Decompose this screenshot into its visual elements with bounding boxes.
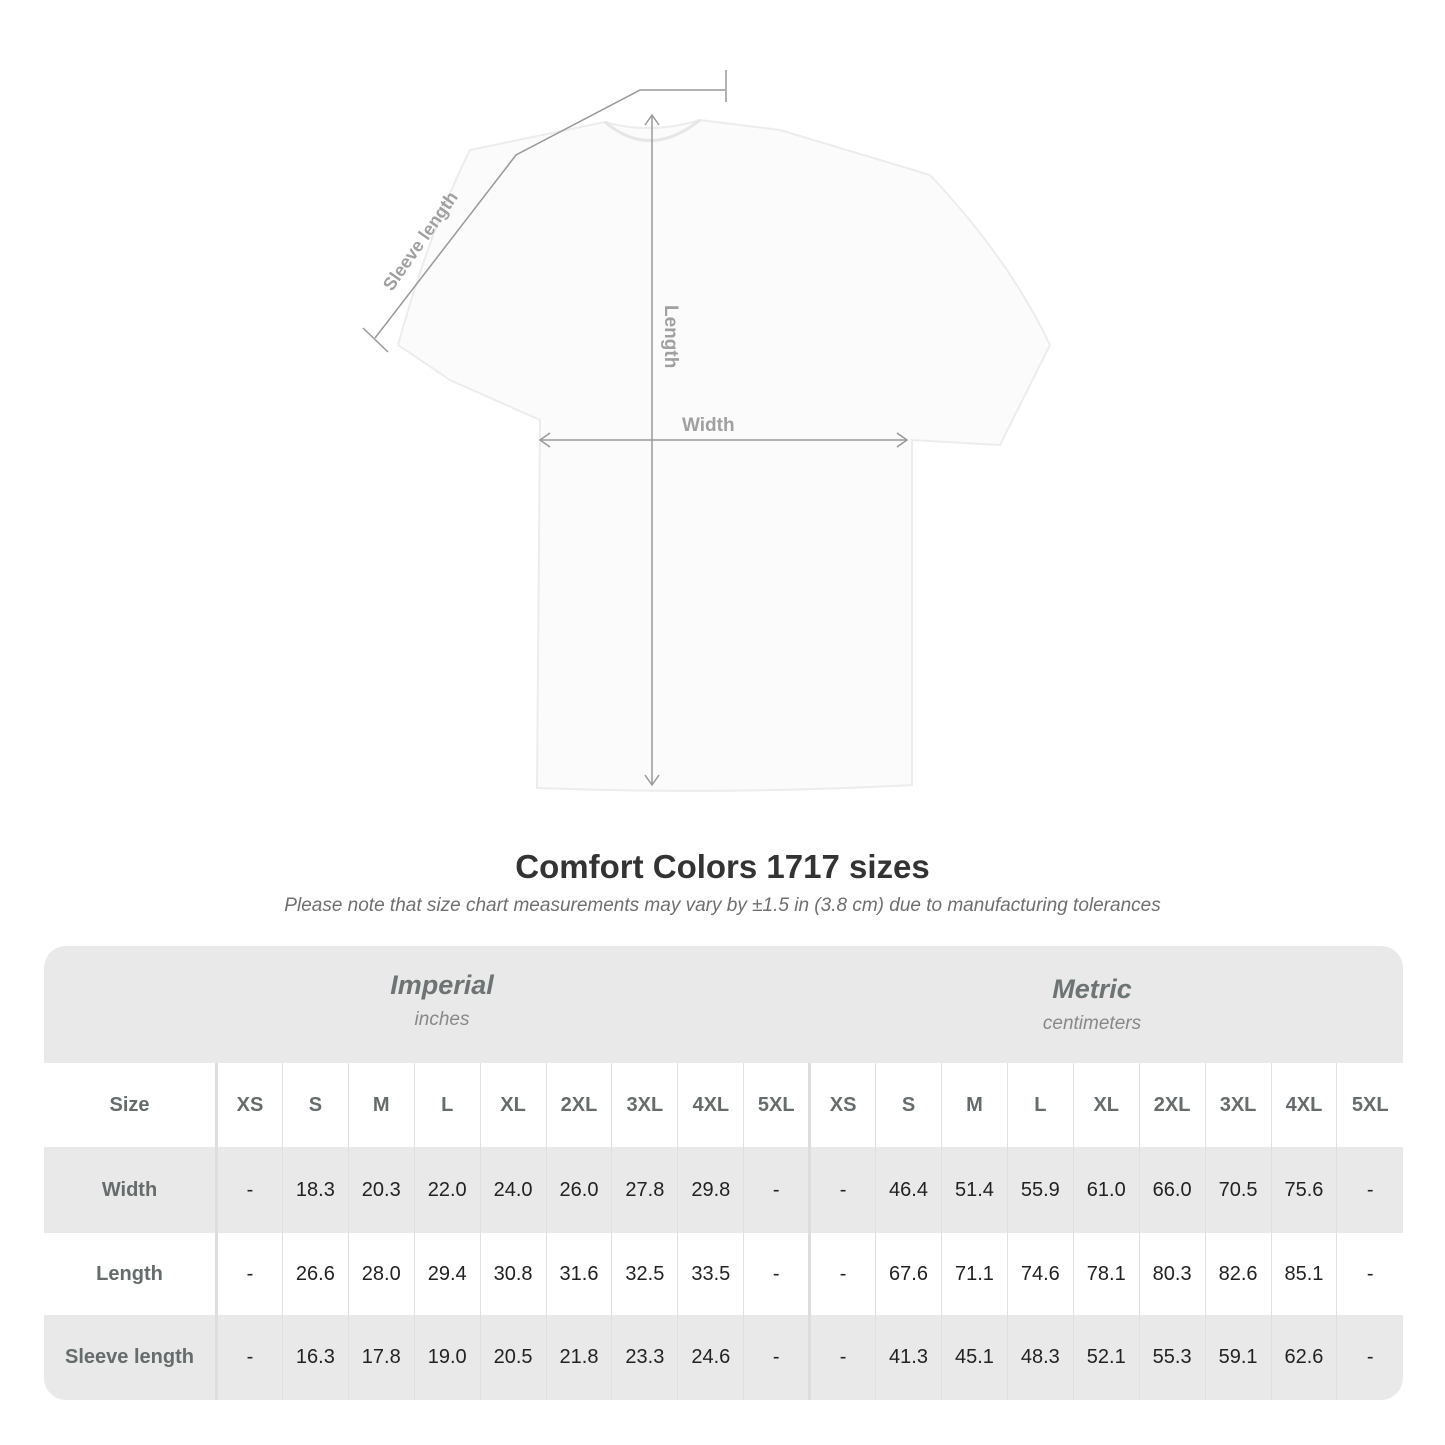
metric-value: - [1336,1233,1403,1315]
imperial-value: 33.5 [677,1233,744,1315]
imperial-header: Imperial inches [390,970,494,1030]
chart-title: Comfort Colors 1717 sizes [515,848,930,885]
metric-value: 62.6 [1270,1315,1337,1400]
row-label: Width [44,1147,218,1233]
imperial-value: 30.8 [479,1233,547,1315]
metric-value: 45.1 [940,1315,1008,1400]
imperial-value: - [743,1233,810,1315]
table-header-row: Size XS S M L XL 2XL 3XL 4XL 5XL XS S M L XL 2XL 3XL 4XL 5… [44,1063,1403,1147]
metric-value: 61.0 [1072,1147,1140,1233]
imperial-value: - [216,1233,283,1315]
size-header: XL [479,1063,547,1147]
metric-value: 66.0 [1138,1147,1206,1233]
size-header: 3XL [611,1063,678,1147]
imperial-value: - [743,1147,810,1233]
metric-value: - [808,1147,876,1233]
imperial-value: 21.8 [545,1315,612,1400]
metric-value: 55.9 [1006,1147,1074,1233]
imperial-value: - [216,1147,283,1233]
imperial-value: 32.5 [611,1233,678,1315]
metric-value: 71.1 [940,1233,1008,1315]
metric-value: 74.6 [1006,1233,1074,1315]
imperial-value: 26.0 [545,1147,612,1233]
imperial-value: 24.6 [677,1315,744,1400]
imperial-value: 31.6 [545,1233,612,1315]
size-header: S [281,1063,349,1147]
size-header: 4XL [1270,1063,1337,1147]
imperial-value: 27.8 [611,1147,678,1233]
metric-value: 46.4 [875,1147,942,1233]
imperial-value: 18.3 [281,1147,349,1233]
metric-value: 52.1 [1072,1315,1140,1400]
table-row: Sleeve length -16.3 17.8 19.0 20.5 21.8 23.3 24… [44,1315,1403,1400]
imperial-value: 28.0 [347,1233,415,1315]
imperial-value: - [216,1315,283,1400]
size-header: L [1006,1063,1074,1147]
row-label: Length [44,1233,218,1315]
sleeve-measure-line [374,89,725,339]
imperial-value: 16.3 [281,1315,349,1400]
width-label: Width [682,415,735,436]
metric-value: - [1336,1147,1403,1233]
size-header: XS [808,1063,876,1147]
metric-value: - [1336,1315,1403,1400]
imperial-value: 20.3 [347,1147,415,1233]
imperial-value: 22.0 [413,1147,481,1233]
size-header: 5XL [743,1063,810,1147]
metric-value: 75.6 [1270,1147,1337,1233]
size-header: XS [216,1063,283,1147]
imperial-value: 20.5 [479,1315,547,1400]
size-header: 2XL [1138,1063,1206,1147]
metric-value: 48.3 [1006,1315,1074,1400]
metric-value: 78.1 [1072,1233,1140,1315]
size-header: 5XL [1336,1063,1403,1147]
metric-value: - [808,1315,876,1400]
size-header: M [347,1063,415,1147]
row-label: Sleeve length [44,1315,218,1400]
imperial-value: 26.6 [281,1233,349,1315]
size-header: L [413,1063,481,1147]
tshirt-image [396,118,1052,792]
imperial-value: 17.8 [347,1315,415,1400]
tshirt-diagram: Sleeve length Length Width [362,70,1052,792]
metric-header: Metric centimeters [1042,974,1142,1034]
imperial-value: 29.8 [677,1147,744,1233]
size-header: 2XL [545,1063,612,1147]
imperial-value: 29.4 [413,1233,481,1315]
length-label: Length [660,305,681,368]
metric-value: 67.6 [875,1233,942,1315]
metric-value: 51.4 [940,1147,1008,1233]
metric-value: 41.3 [875,1315,942,1400]
size-table: Imperial inches Metric centimeters Size X… [44,946,1403,1400]
imperial-value: 19.0 [413,1315,481,1400]
imperial-value: - [743,1315,810,1400]
size-header: 4XL [677,1063,744,1147]
size-label: Size [44,1063,218,1147]
metric-value: 80.3 [1138,1233,1206,1315]
size-header: M [940,1063,1008,1147]
tolerance-note: Please note that size chart measurements… [284,895,1161,916]
metric-value: - [808,1233,876,1315]
imperial-value: 24.0 [479,1147,547,1233]
metric-value: 82.6 [1204,1233,1271,1315]
table-row: Width -18.3 20.3 22.0 24.0 26.0 27.8 29.8- -46.4… [44,1147,1403,1233]
metric-value: 55.3 [1138,1315,1206,1400]
table-row: Length -26.6 28.0 29.4 30.8 31.6 32.5 33.5- -67.… [44,1233,1403,1315]
size-header: XL [1072,1063,1140,1147]
size-header: S [875,1063,942,1147]
size-grid: Size XS S M L XL 2XL 3XL 4XL 5XL XS S M L XL 2XL 3XL 4XL 5… [44,1063,1403,1400]
imperial-value: 23.3 [611,1315,678,1400]
size-header: 3XL [1204,1063,1271,1147]
metric-value: 70.5 [1204,1147,1271,1233]
metric-value: 59.1 [1204,1315,1271,1400]
metric-value: 85.1 [1270,1233,1337,1315]
